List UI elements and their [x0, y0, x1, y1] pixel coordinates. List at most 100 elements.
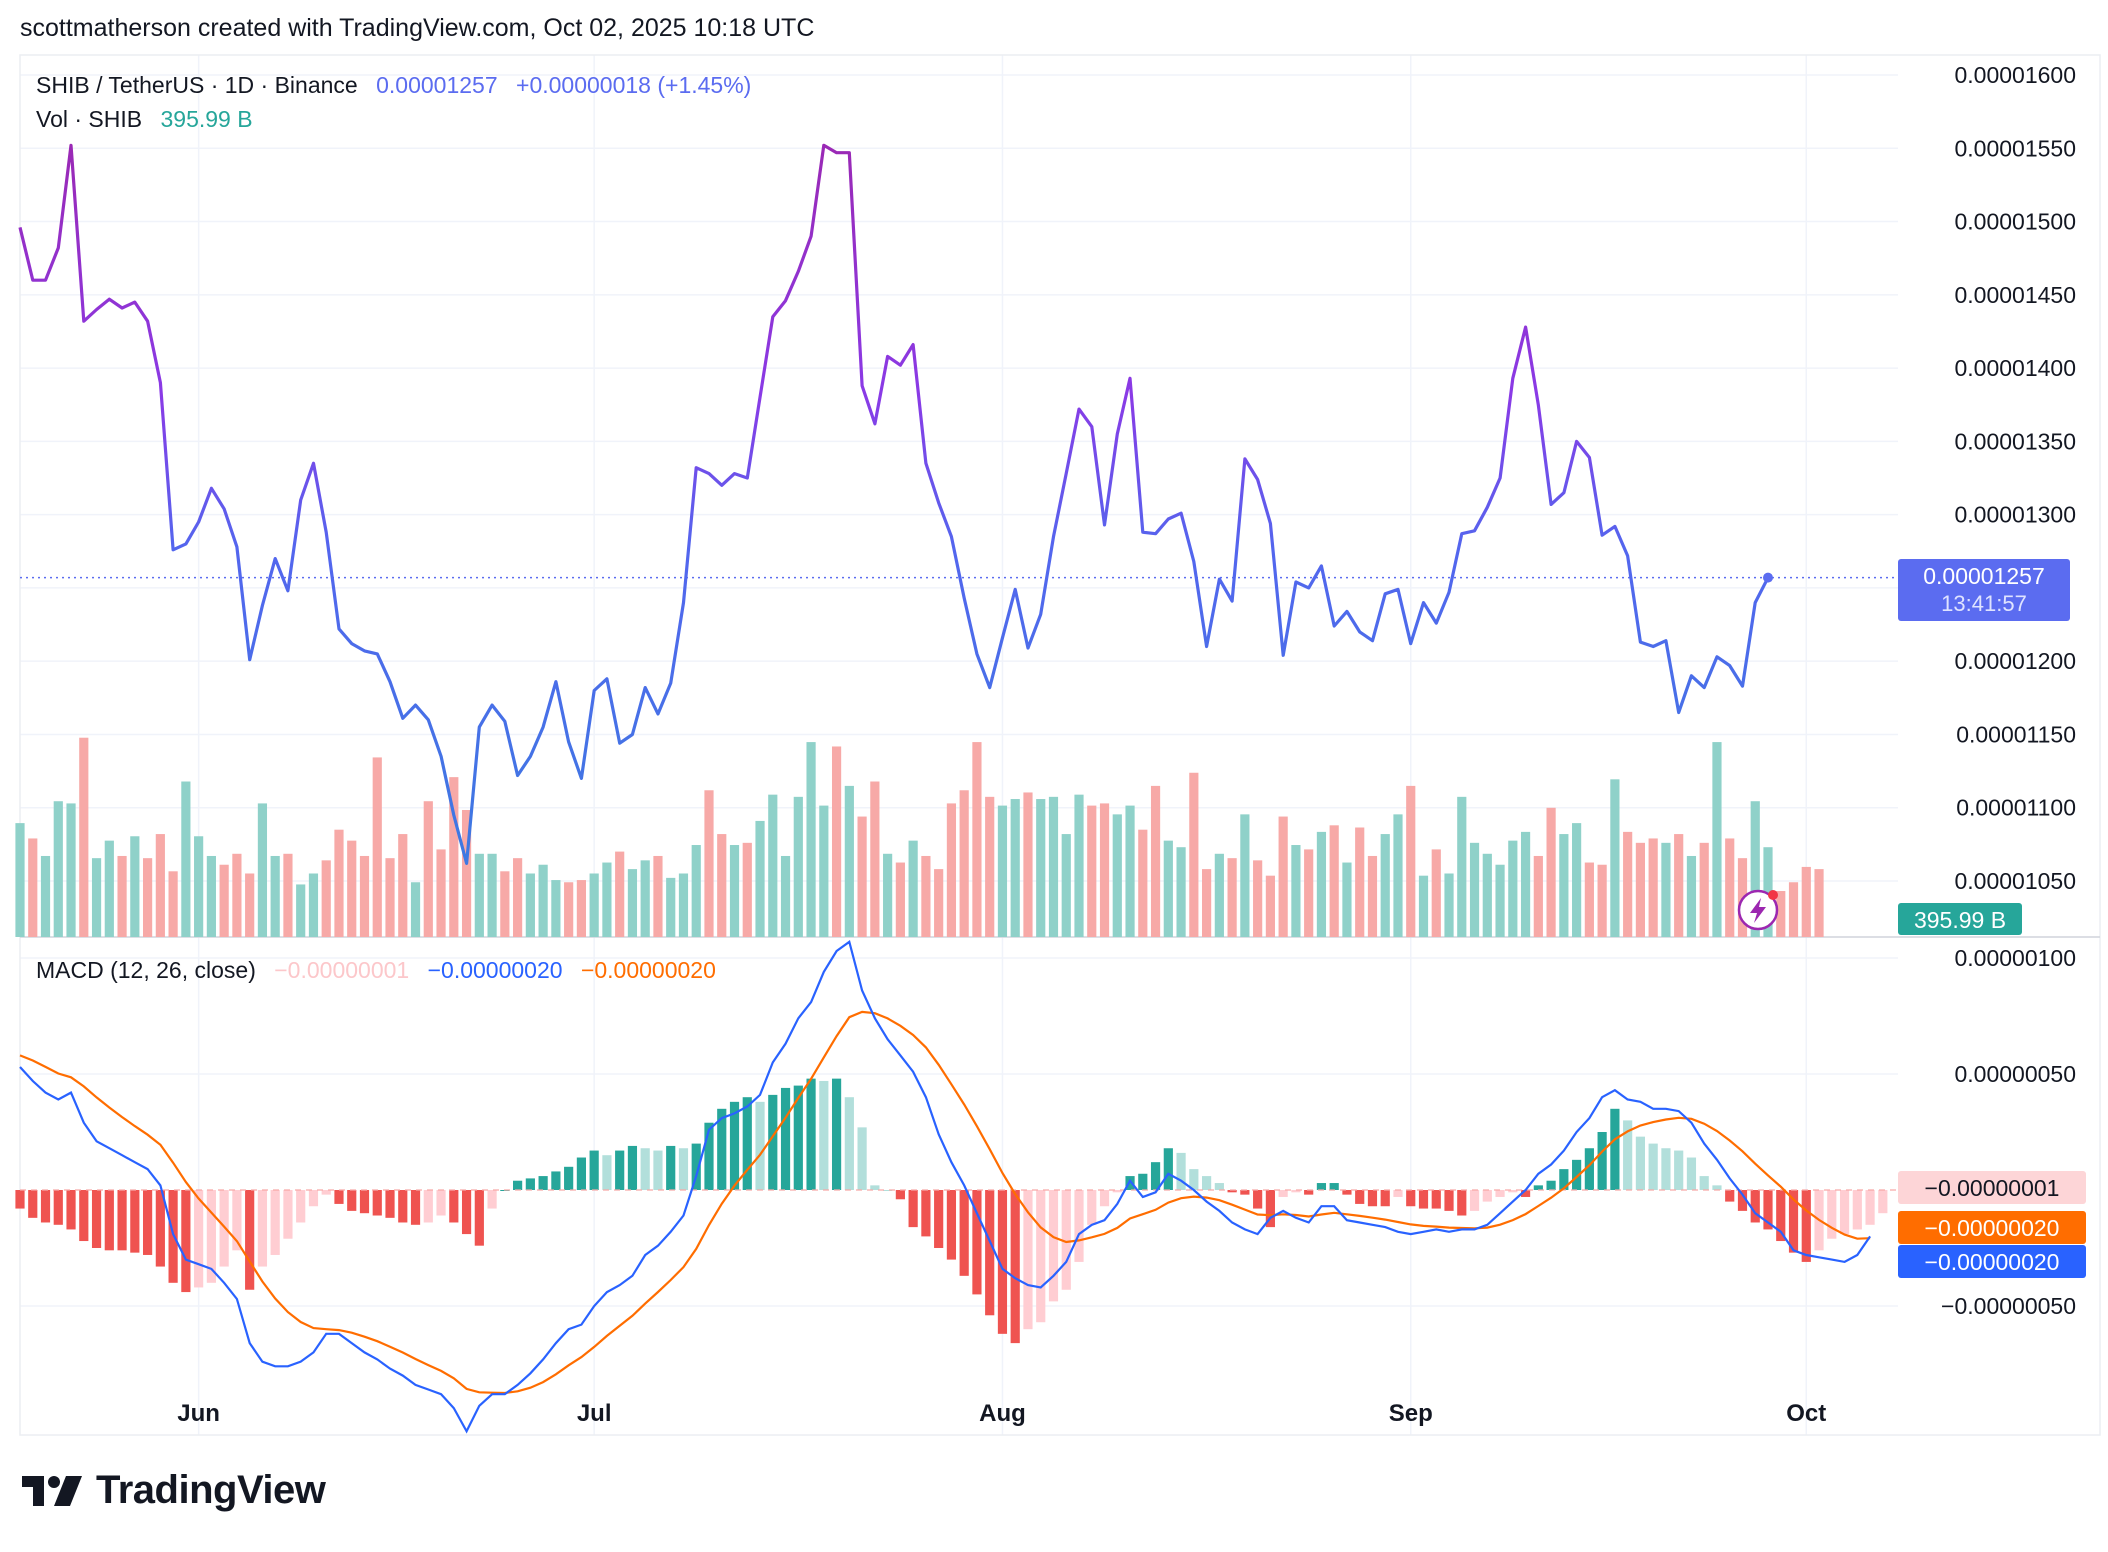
pane-frames — [19, 54, 2101, 1436]
volume-bar — [1393, 814, 1403, 937]
macd-hist-bar — [1150, 1162, 1161, 1190]
volume-bar — [423, 801, 433, 937]
macd-hist-bar — [1635, 1136, 1646, 1190]
volume-bar — [921, 855, 931, 937]
macd-hist-bar — [1444, 1190, 1454, 1211]
macd-hist-bar — [1367, 1190, 1378, 1207]
macd-hist-bar — [155, 1190, 165, 1267]
volume-bar — [206, 855, 216, 937]
volume-legend-value: 395.99 B — [160, 106, 253, 132]
macd-hist-bar — [768, 1094, 778, 1190]
macd-hist-bar — [997, 1190, 1008, 1334]
macd-tick-label: −0.00000050 — [1941, 1293, 2076, 1319]
volume-bar — [1674, 834, 1684, 937]
macd-hist-bar — [1074, 1190, 1084, 1262]
macd-hist-bar — [1623, 1120, 1633, 1190]
macd-hist-bar — [972, 1190, 982, 1295]
macd-hist-bar — [1099, 1190, 1110, 1207]
volume-bar — [15, 823, 25, 937]
macd-hist-bar — [1278, 1190, 1288, 1197]
volume-bar — [155, 834, 165, 937]
macd-hist-bar — [564, 1166, 574, 1190]
volume-bar — [640, 860, 650, 937]
volume-bar — [831, 746, 842, 937]
volume-bar — [1265, 875, 1275, 937]
macd-hist-bar — [1240, 1190, 1250, 1195]
volume-bar — [1623, 831, 1633, 937]
macd-hist-bar — [1291, 1190, 1301, 1193]
volume-bar — [1508, 840, 1518, 937]
macd-hist-bar — [1380, 1190, 1390, 1207]
time-tick-label: Jun — [177, 1400, 220, 1427]
price-legend: SHIB / TetherUS · 1D · Binance 0.0000125… — [36, 72, 763, 99]
volume-bar — [666, 877, 676, 937]
macd-hist-bar — [831, 1078, 842, 1190]
macd-hist-bar — [79, 1190, 89, 1242]
macd-legend: MACD (12, 26, close) −0.00000001 −0.0000… — [36, 957, 728, 984]
macd-hist-bar — [40, 1190, 51, 1223]
volume-bar — [194, 836, 204, 937]
volume-bar — [1725, 838, 1735, 937]
time-tick-label: Jul — [577, 1400, 612, 1427]
lightning-icon[interactable] — [1737, 889, 1779, 931]
tradingview-logo-icon — [22, 1475, 82, 1506]
macd-hist-bar — [1265, 1190, 1275, 1228]
price-tick-label: 0.00001100 — [1956, 795, 2076, 821]
macd-hist-bar — [1839, 1190, 1850, 1235]
tradingview-logo[interactable]: TradingView — [22, 1468, 326, 1513]
volume-bar — [589, 873, 599, 937]
volume-bar — [1227, 858, 1237, 937]
volume-bar — [844, 785, 854, 937]
volume-bar — [615, 851, 625, 937]
volume-bar — [1163, 840, 1173, 937]
macd-hist-bar — [1253, 1190, 1263, 1209]
price-tick-label: 0.00001300 — [1954, 502, 2076, 528]
volume-bar — [334, 829, 344, 937]
macd-hist-bar — [91, 1190, 102, 1248]
volume-bar — [1048, 796, 1059, 937]
volume-bar — [564, 882, 574, 937]
volume-bar — [780, 855, 791, 937]
volume-bar — [257, 803, 268, 937]
macd-hist-bar — [1661, 1148, 1671, 1190]
price-tick-label: 0.00001050 — [1954, 868, 2076, 894]
volume-bar — [1788, 882, 1799, 937]
volume-bar — [1635, 842, 1646, 937]
macd-hist-bar — [895, 1190, 905, 1200]
macd-hist-bar — [1189, 1169, 1199, 1190]
volume-bar — [1253, 860, 1263, 937]
volume-bar — [678, 873, 689, 937]
macd-hist-bar — [410, 1190, 421, 1225]
volume-bar — [1189, 772, 1199, 937]
volume-bar — [1776, 891, 1786, 937]
macd-hist-bar — [1801, 1190, 1811, 1262]
macd-hist-bar — [1597, 1132, 1607, 1190]
macd-hist-bar — [742, 1097, 752, 1190]
volume-bar — [1087, 805, 1097, 937]
volume-bar — [1380, 834, 1390, 937]
volume-bar — [1559, 834, 1569, 937]
volume-bar — [474, 853, 484, 937]
macd-hist-bar — [1725, 1190, 1735, 1202]
volume-bar — [1431, 849, 1441, 937]
volume-bar — [1342, 862, 1352, 937]
volume-bar — [410, 882, 421, 937]
macd-hist-bar — [755, 1101, 765, 1190]
macd-hist-bar — [985, 1190, 995, 1316]
time-tick-label: Sep — [1389, 1400, 1433, 1427]
macd-hist-bar — [359, 1190, 370, 1214]
volume-bar — [1176, 847, 1186, 937]
legend-price: 0.00001257 — [376, 72, 498, 98]
volume-bar — [985, 796, 995, 937]
macd-hist-bar — [1852, 1190, 1862, 1230]
macd-hist-bar — [627, 1145, 638, 1190]
last-price-dot — [1763, 572, 1773, 583]
macd-hist-bar — [28, 1190, 38, 1218]
macd-hist-bar — [1406, 1190, 1416, 1207]
macd-hist-bar — [283, 1190, 293, 1239]
price-badge: 0.00001257 13:41:57 — [1898, 559, 2070, 621]
price-axis: 0.00001600 0.00001550 0.00001500 0.00001450… — [1954, 62, 2076, 894]
volume-bar — [219, 864, 229, 937]
volume-bar — [1367, 855, 1378, 937]
